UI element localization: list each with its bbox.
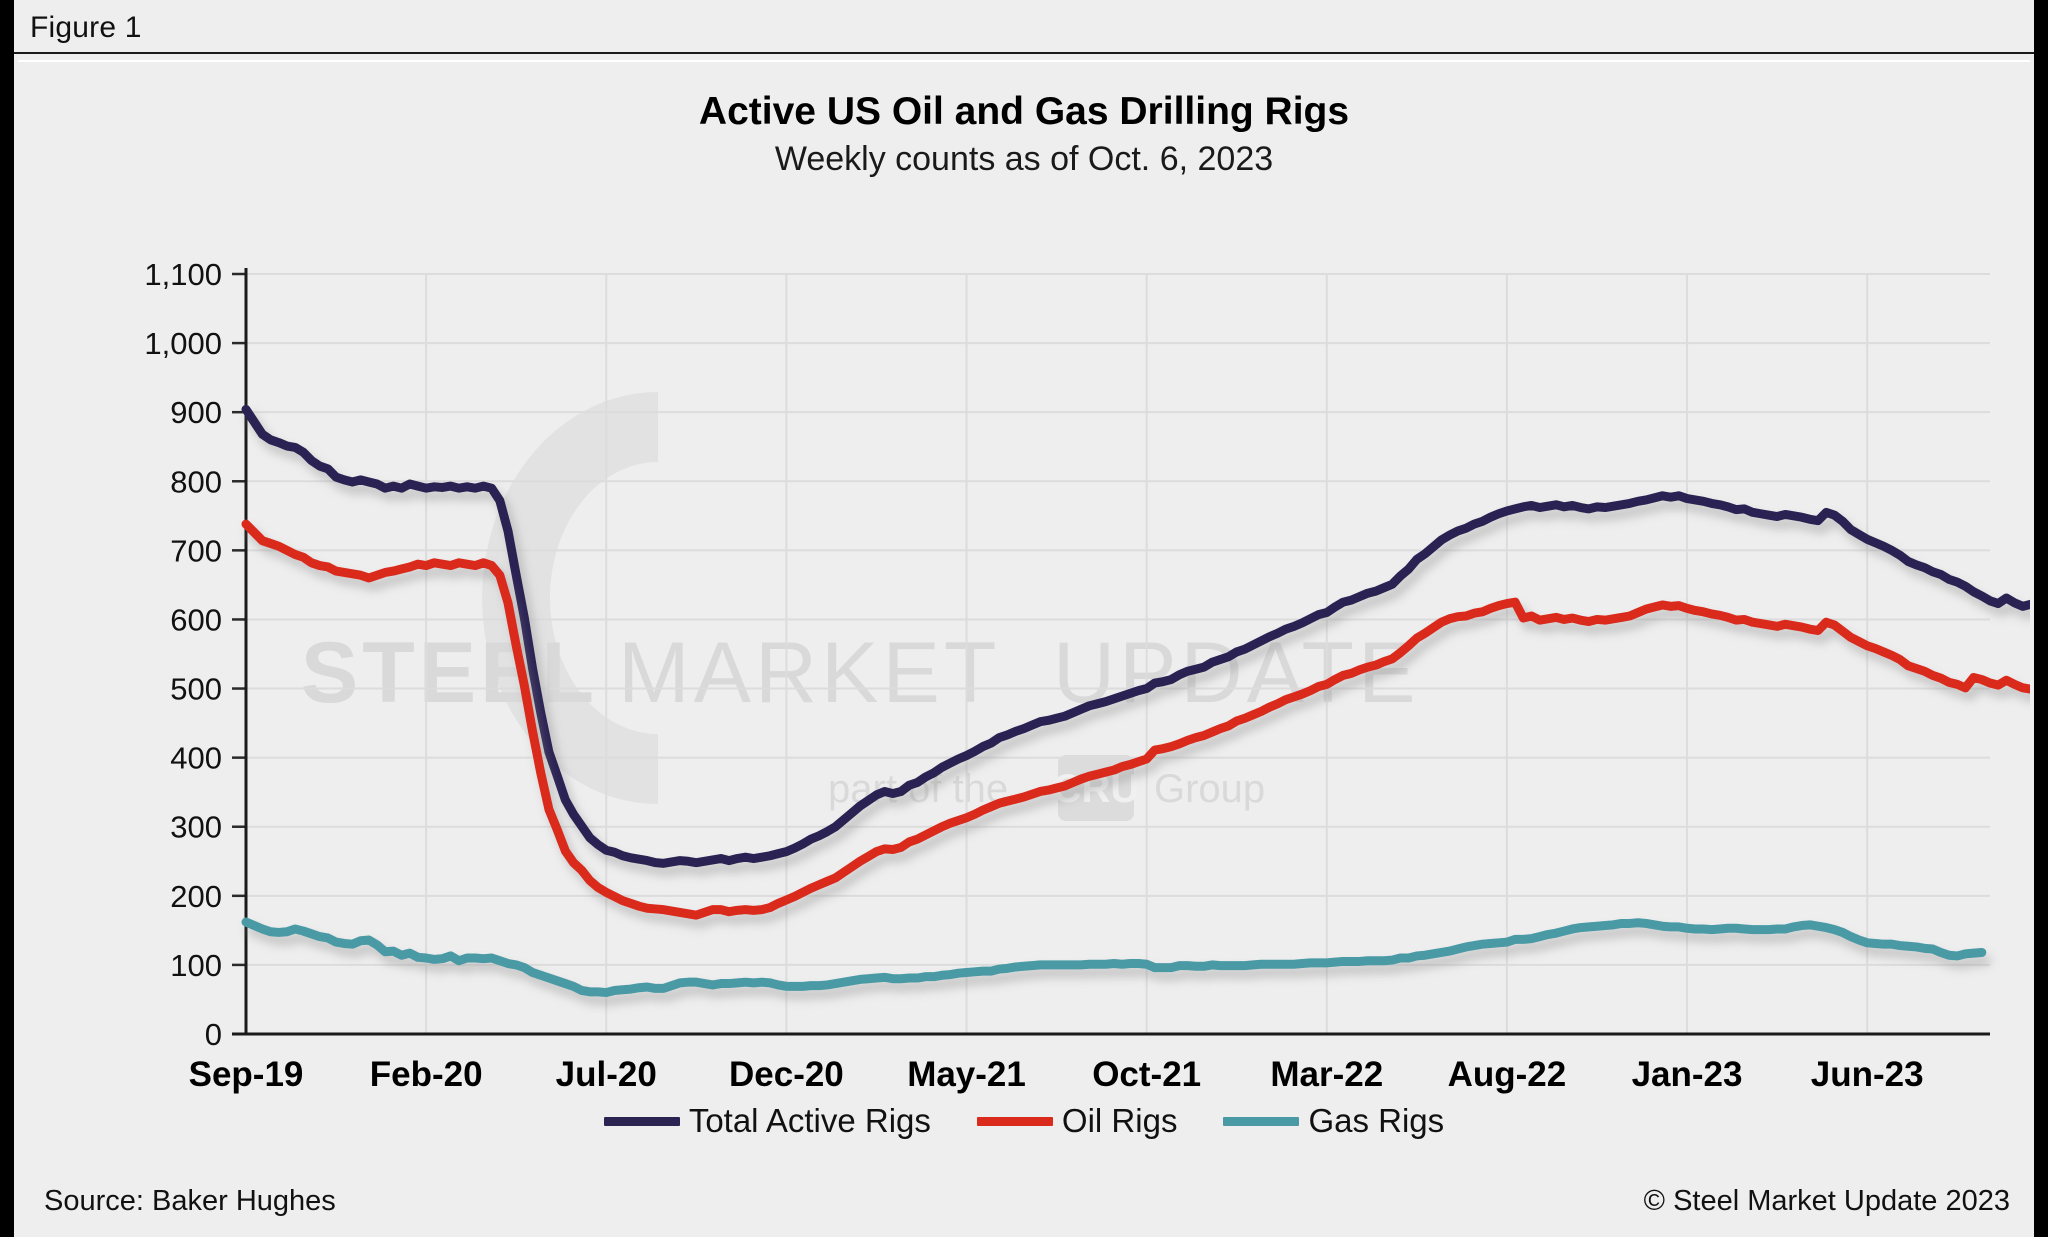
x-axis-tick-label: Jun-23 (1811, 1055, 1924, 1094)
chart-card: Active US Oil and Gas Drilling Rigs Week… (18, 60, 2030, 1170)
figure-label-bar: Figure 1 (14, 0, 2034, 54)
legend-item-gas-rigs[interactable]: Gas Rigs (1223, 1102, 1444, 1140)
figure-label: Figure 1 (30, 11, 142, 44)
figure-frame: Figure 1 Active US Oil and Gas Drilling … (14, 0, 2034, 1237)
legend-label: Gas Rigs (1308, 1102, 1445, 1139)
plot-area: STEEL MARKET UPDATE part of the CRU Group 1,10… (18, 62, 2030, 1172)
legend-label: Oil Rigs (1061, 1102, 1178, 1139)
watermark-word-steel: STEEL (301, 625, 598, 721)
series-line-gas-rigs (241, 917, 1987, 998)
figure-footer: Source: Baker Hughes © Steel Market Upda… (14, 1171, 2034, 1237)
x-axis-tick-label: Sep-19 (189, 1055, 304, 1094)
legend-color-swatch (976, 1116, 1053, 1126)
y-axis-tick-label: 0 (205, 1017, 222, 1052)
x-axis-tick-label: Feb-20 (370, 1055, 483, 1094)
legend-item-oil-rigs[interactable]: Oil Rigs (976, 1102, 1178, 1140)
legend-label: Total Active Rigs (688, 1102, 931, 1139)
source-note: Source: Baker Hughes (44, 1185, 336, 1217)
y-axis-tick-label: 500 (170, 672, 222, 707)
series-group (241, 404, 2030, 998)
y-axis-tick-label: 200 (170, 879, 222, 914)
x-axis-tick-label: Mar-22 (1270, 1055, 1383, 1094)
x-axis-tick-label: Aug-22 (1448, 1055, 1567, 1094)
x-axis-labels: Sep-19 Feb-20 Jul-20 Dec-20 May-21 Oct-21 Mar-… (189, 1055, 1924, 1094)
legend-color-swatch (603, 1116, 680, 1126)
x-axis-tick-label: May-21 (907, 1055, 1026, 1094)
watermark-word-update: UPDATE (1053, 625, 1419, 721)
axes (232, 268, 1990, 1036)
legend-item-total-active-rigs[interactable]: Total Active Rigs (603, 1102, 931, 1140)
legend-color-swatch (1223, 1116, 1300, 1126)
y-axis-tick-label: 900 (170, 395, 222, 430)
x-axis-tick-label: Oct-21 (1092, 1055, 1201, 1094)
chart-legend: Total Active Rigs Oil Rigs Gas Rigs (18, 1102, 2030, 1140)
series-line-total-active-rigs (241, 404, 2030, 868)
y-axis-tick-label: 1,100 (144, 257, 222, 292)
y-axis-tick-label: 1,000 (144, 326, 222, 361)
chart-title: Active US Oil and Gas Drilling Rigs (698, 90, 1350, 133)
copyright-note: © Steel Market Update 2023 (1643, 1185, 2010, 1217)
y-axis-tick-label: 300 (170, 810, 222, 845)
y-axis-tick-label: 400 (170, 741, 222, 776)
watermark-word-market: MARKET (618, 625, 1000, 721)
y-axis-tick-label: 100 (170, 948, 222, 983)
watermark-group: Group (1154, 767, 1265, 811)
y-axis-tick-label: 700 (170, 533, 222, 568)
y-axis-tick-label: 800 (170, 464, 222, 499)
x-axis-tick-label: Jul-20 (556, 1055, 657, 1094)
chart-subtitle: Weekly counts as of Oct. 6, 2023 (774, 140, 1274, 178)
y-axis-tick-label: 600 (170, 602, 222, 637)
series-line-oil-rigs (241, 519, 2030, 920)
x-axis-tick-label: Jan-23 (1632, 1055, 1743, 1094)
x-axis-tick-label: Dec-20 (729, 1055, 844, 1094)
